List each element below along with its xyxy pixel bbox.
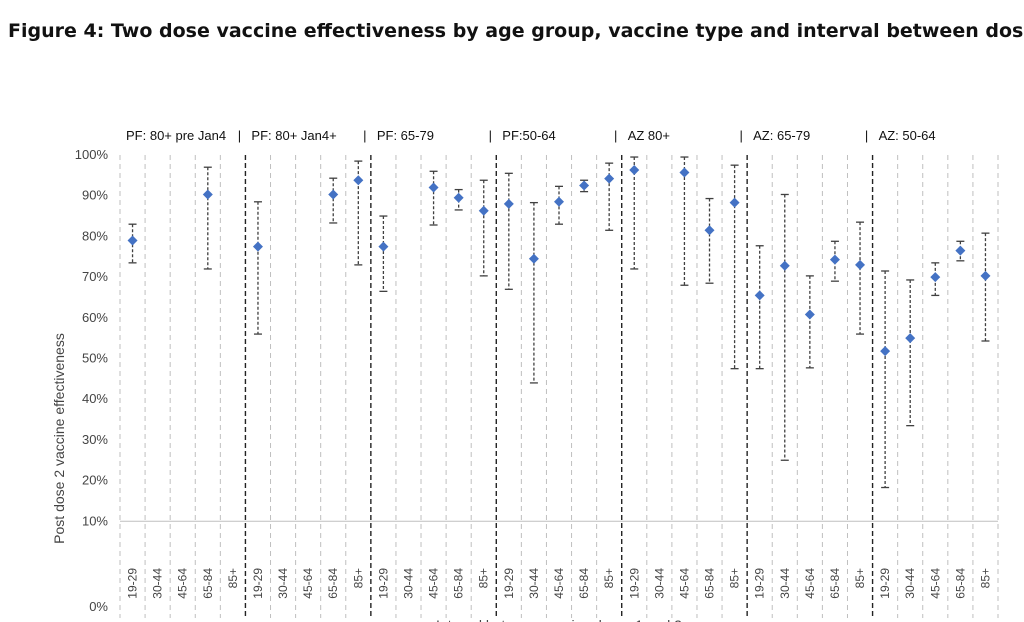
data-point: [378, 241, 389, 252]
y-axis-title: Post dose 2 vaccine effectiveness: [51, 333, 67, 544]
group-divider-mark: |: [865, 128, 868, 143]
data-point: [679, 167, 690, 178]
data-point: [202, 189, 213, 200]
x-tick-label: 30-44: [778, 568, 792, 599]
x-tick-label: 45-64: [552, 568, 566, 599]
x-tick-label: 45-64: [928, 568, 942, 599]
x-tick-label: 65-84: [577, 568, 591, 599]
x-tick-label: 85+: [477, 568, 491, 588]
x-tick-label: 19-29: [126, 568, 140, 599]
x-tick-label: 85+: [602, 568, 616, 588]
data-point: [453, 192, 464, 203]
data-point: [804, 309, 815, 320]
data-point: [554, 196, 564, 207]
x-tick-label: 19-29: [753, 568, 767, 599]
y-tick-label: 40%: [82, 391, 108, 406]
data-point: [880, 346, 891, 357]
x-tick-label: 85+: [226, 568, 240, 588]
x-tick-label: 65-84: [828, 568, 842, 599]
group-label: PF: 80+ Jan4+: [251, 128, 336, 143]
data-point: [503, 198, 514, 209]
data-point: [704, 225, 715, 236]
x-tick-label: 30-44: [151, 568, 165, 599]
group-label: AZ 80+: [628, 128, 670, 143]
group-label: AZ: 65-79: [753, 128, 810, 143]
x-tick-label: 45-64: [176, 568, 190, 599]
x-tick-label: 85+: [728, 568, 742, 588]
x-tick-label: 30-44: [652, 568, 666, 599]
y-tick-label: 70%: [82, 269, 108, 284]
x-tick-label: 30-44: [401, 568, 415, 599]
data-point: [955, 245, 966, 256]
x-tick-label: 45-64: [803, 568, 817, 599]
data-point: [829, 254, 840, 265]
data-point: [478, 205, 489, 216]
data-point: [604, 173, 615, 184]
group-label: PF: 80+ pre Jan4: [126, 128, 226, 143]
x-tick-label: 19-29: [251, 568, 265, 599]
data-point: [579, 180, 590, 191]
data-point: [428, 182, 439, 193]
group-divider-mark: |: [739, 128, 742, 143]
y-tick-label: 60%: [82, 310, 108, 325]
x-tick-label: 65-84: [452, 568, 466, 599]
group-label: AZ: 50-64: [879, 128, 936, 143]
x-tick-label: 19-29: [376, 568, 390, 599]
group-divider-mark: |: [614, 128, 617, 143]
y-tick-label: 90%: [82, 188, 108, 203]
x-tick-label: 30-44: [527, 568, 541, 599]
y-tick-label: 0%: [89, 599, 108, 614]
data-point: [980, 270, 991, 281]
y-tick-label: 50%: [82, 351, 108, 366]
data-point: [754, 290, 765, 301]
x-tick-label: 85+: [853, 568, 867, 588]
group-divider-mark: |: [238, 128, 241, 143]
x-tick-label: 65-84: [201, 568, 215, 599]
y-tick-label: 30%: [82, 432, 108, 447]
x-tick-label: 85+: [351, 568, 365, 588]
x-tick-label: 45-64: [677, 568, 691, 599]
data-point: [252, 241, 263, 252]
data-point: [855, 259, 866, 270]
x-axis-title: Interval between vaccine doses 1 and 2: [436, 617, 682, 622]
data-point: [629, 165, 640, 176]
x-tick-label: 45-64: [301, 568, 315, 599]
x-tick-label: 30-44: [903, 568, 917, 599]
y-tick-label: 20%: [82, 473, 108, 488]
data-point: [127, 235, 138, 246]
x-tick-label: 30-44: [276, 568, 290, 599]
y-tick-label: 10%: [82, 513, 108, 528]
data-point: [930, 272, 941, 283]
x-tick-label: 65-84: [703, 568, 717, 599]
y-tick-label: 80%: [82, 228, 108, 243]
y-tick-label: 100%: [75, 147, 109, 162]
x-tick-label: 65-84: [326, 568, 340, 599]
data-point: [353, 175, 364, 186]
x-tick-label: 19-29: [878, 568, 892, 599]
group-divider-mark: |: [489, 128, 492, 143]
group-divider-mark: |: [363, 128, 366, 143]
x-tick-label: 19-29: [502, 568, 516, 599]
figure-title: Figure 4: Two dose vaccine effectiveness…: [8, 20, 1024, 42]
x-tick-label: 85+: [978, 568, 992, 588]
data-point: [328, 189, 339, 200]
group-label: PF: 65-79: [377, 128, 434, 143]
data-point: [729, 197, 740, 208]
x-tick-label: 65-84: [953, 568, 967, 599]
group-label: PF:50-64: [502, 128, 555, 143]
data-point: [779, 260, 790, 271]
data-point: [528, 253, 539, 264]
x-tick-label: 19-29: [627, 568, 641, 599]
x-tick-label: 45-64: [427, 568, 441, 599]
data-point: [905, 333, 916, 344]
